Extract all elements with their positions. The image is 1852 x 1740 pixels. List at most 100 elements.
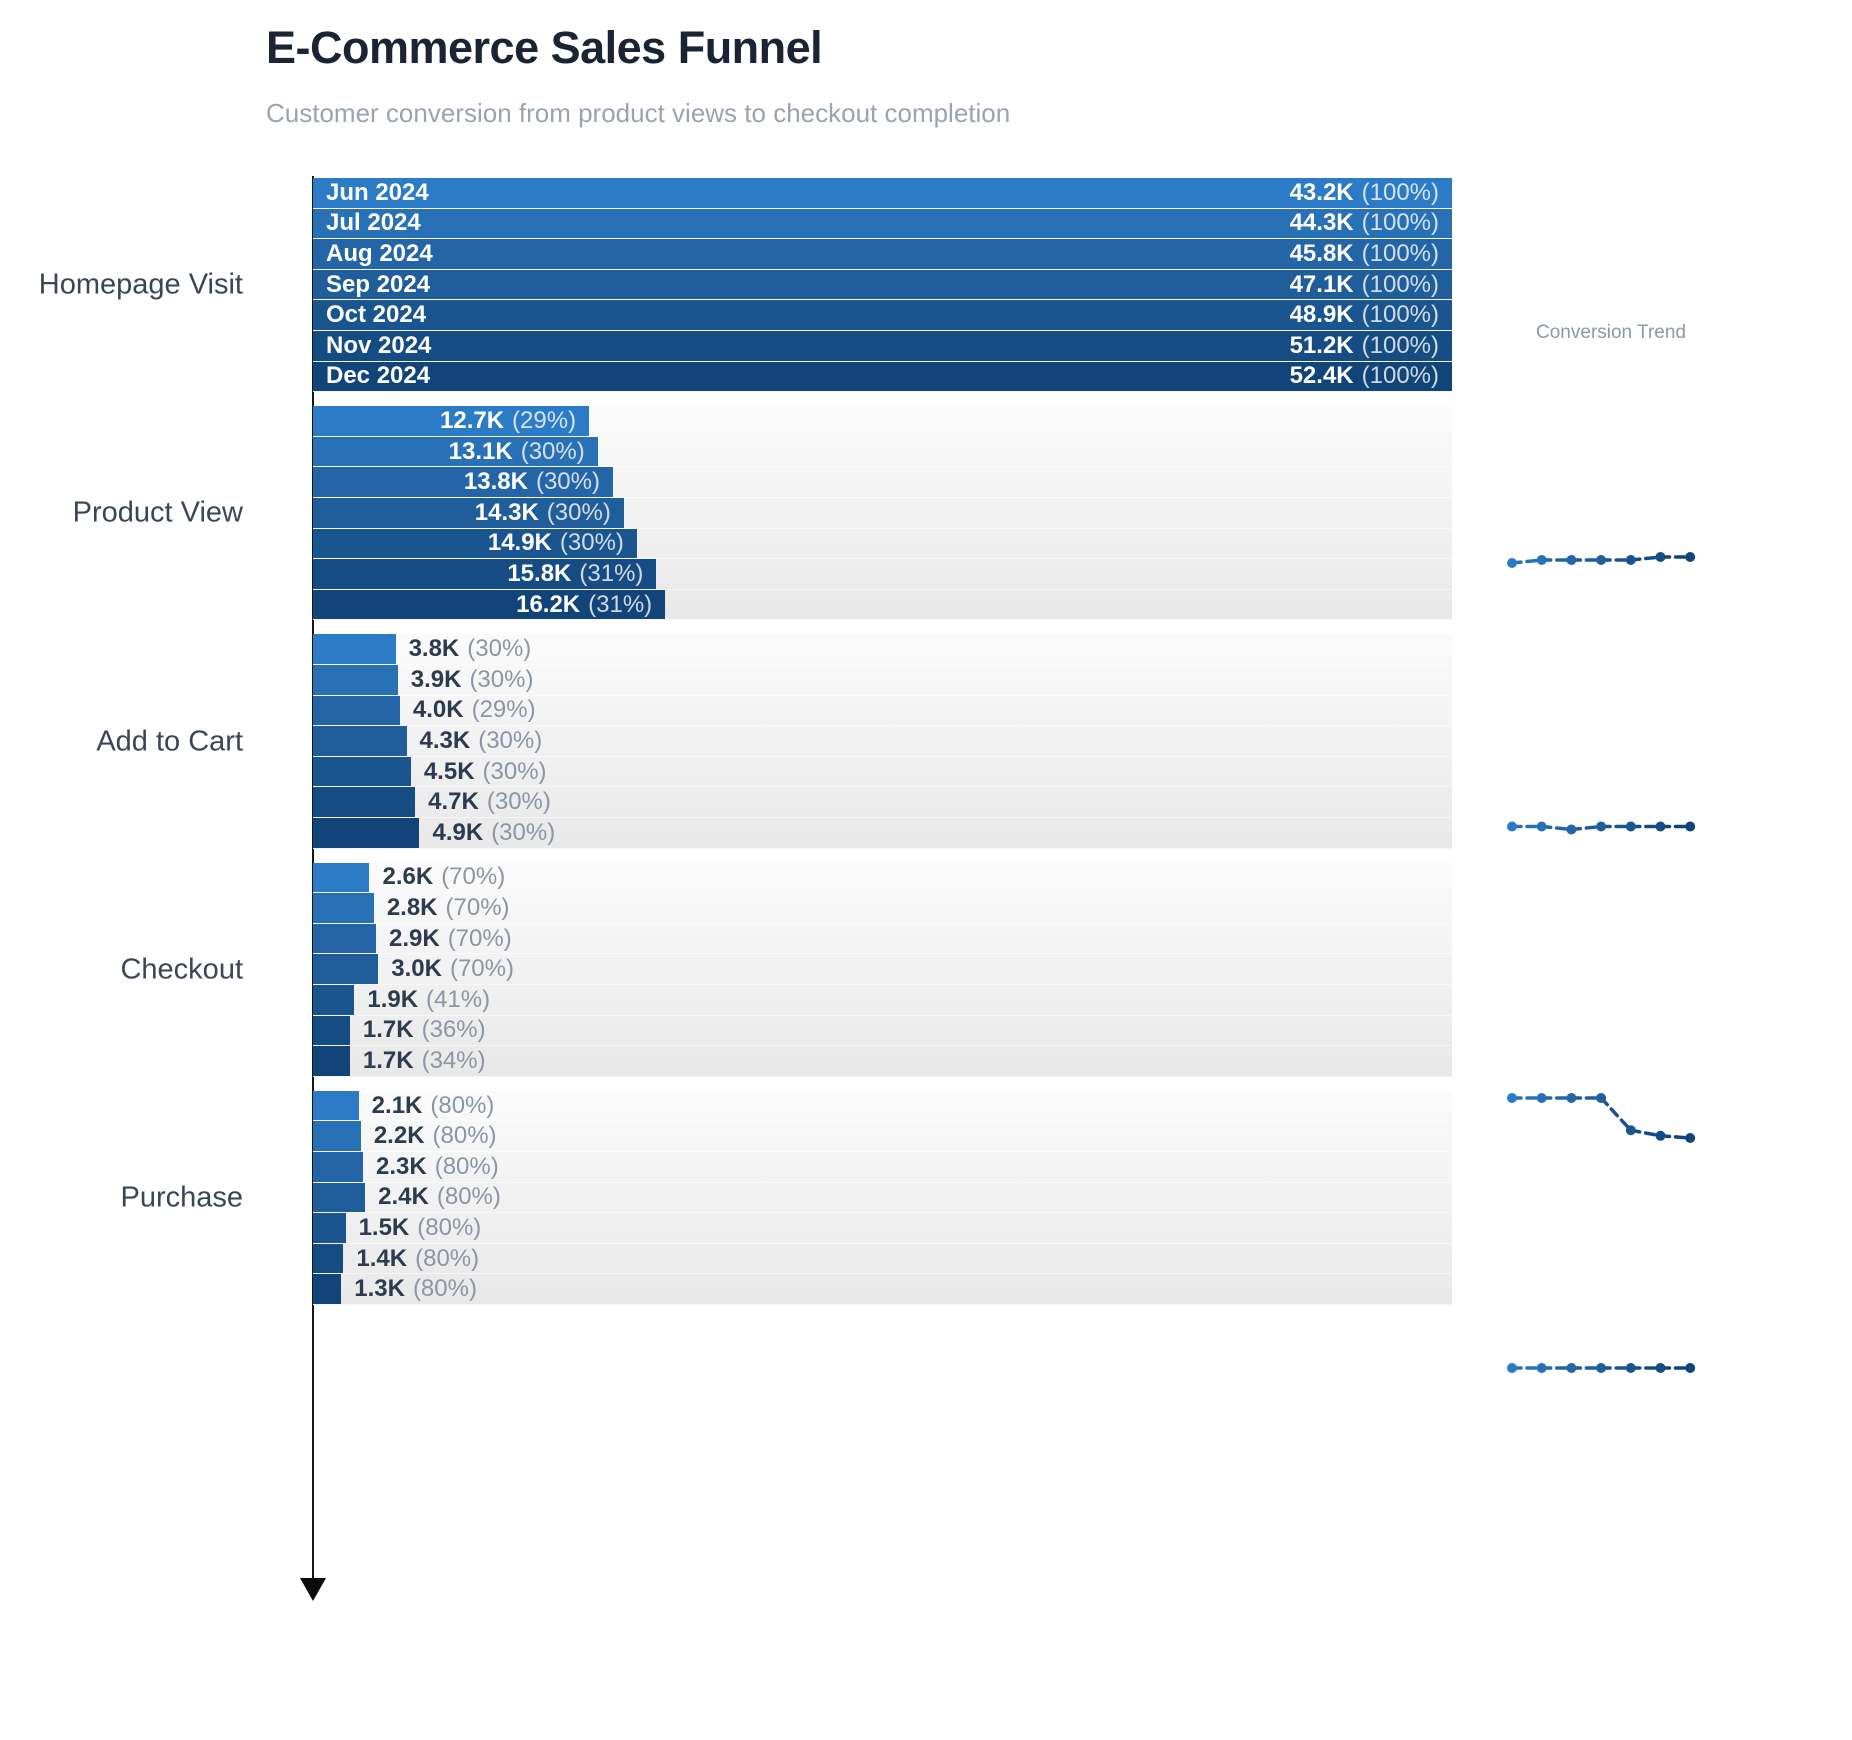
bar-value-label: 4.3K	[419, 726, 471, 754]
sparkline-dot	[1685, 1363, 1696, 1373]
sparkline-dot	[1625, 1363, 1636, 1373]
bar-value-group: 2.3K (80%)	[376, 1152, 499, 1182]
bar-value-label: 48.9K	[1289, 301, 1354, 329]
sparkline-dot	[1507, 821, 1517, 832]
bar-value-group: 48.9K (100%)	[1290, 301, 1439, 329]
bar-value-label: 3.0K	[391, 955, 442, 983]
bar-pct-label: (41%)	[426, 985, 491, 1013]
funnel-bar	[313, 726, 407, 756]
bar-month-label: Nov 2024	[326, 331, 432, 359]
sparkline-dot	[1507, 558, 1517, 568]
bar-value-group: 52.4K (100%)	[1290, 362, 1439, 390]
sparkline-dot	[1655, 821, 1666, 832]
bar-month-label: Jun 2024	[326, 178, 429, 206]
bar-pct-label: (30%)	[469, 665, 534, 693]
sparkline-dot	[1536, 1363, 1547, 1373]
sparkline-dot	[1566, 555, 1577, 565]
funnel-bar-row: Jun 2024 43.2K (100%)	[313, 178, 1452, 209]
funnel-bar-row: 1.4K (80%)	[313, 1243, 1452, 1275]
bar-pct-label: (100%)	[1361, 239, 1439, 267]
funnel-bar: 15.8K (31%)	[313, 559, 657, 589]
funnel-bar-row: 4.0K (29%)	[313, 695, 1452, 727]
funnel-bar-row: 3.9K (30%)	[313, 664, 1452, 696]
bar-pct-label: (30%)	[482, 757, 547, 785]
bar-value-label: 1.3K	[354, 1275, 405, 1303]
bar-value-group: 15.8K (31%)	[507, 560, 643, 588]
funnel-bar: Jun 2024 43.2K (100%)	[313, 178, 1452, 208]
bar-value-label: 4.5K	[423, 757, 475, 785]
bar-value-group: 4.9K (30%)	[432, 818, 555, 848]
bar-value-label: 14.3K	[474, 498, 539, 526]
bar-pct-label: (31%)	[579, 559, 644, 587]
funnel-bar: Aug 2024 45.8K (100%)	[313, 239, 1452, 269]
bar-month-label: Aug 2024	[326, 239, 433, 267]
bar-value-group: 4.5K (30%)	[424, 757, 547, 787]
bar-pct-label: (80%)	[436, 1183, 501, 1211]
bar-pct-label: (80%)	[432, 1122, 497, 1150]
bar-value-label: 45.8K	[1289, 239, 1354, 267]
funnel-bar-row: 1.7K (34%)	[313, 1046, 1452, 1077]
funnel-bar	[313, 1151, 363, 1182]
bar-pct-label: (80%)	[417, 1213, 482, 1241]
sparkline-segment	[1599, 1096, 1633, 1132]
conversion-sparkline-add-to-cart	[1507, 821, 1696, 835]
sparkline-dot	[1655, 1363, 1666, 1373]
conversion-sparkline-product-view	[1507, 552, 1696, 568]
bar-value-group: 4.3K (30%)	[420, 726, 543, 756]
bar-value-label: 1.5K	[358, 1213, 410, 1241]
bar-pct-label: (80%)	[434, 1152, 499, 1180]
funnel-bar-row: 3.0K (70%)	[313, 954, 1452, 985]
conversion-sparkline-checkout	[1507, 1093, 1696, 1143]
bar-value-group: 1.3K (80%)	[354, 1274, 477, 1304]
bar-value-group: 14.3K (30%)	[475, 499, 611, 527]
funnel-bar-row: 14.3K (30%)	[313, 497, 1452, 529]
chart-title: E-Commerce Sales Funnel	[266, 22, 823, 73]
bar-value-group: 2.8K (70%)	[387, 893, 510, 923]
bar-pct-label: (31%)	[588, 590, 653, 618]
funnel-bar-row: 16.2K (31%)	[313, 589, 1452, 621]
sparkline-dot	[1655, 1130, 1666, 1141]
bar-pct-label: (30%)	[478, 726, 543, 754]
bar-pct-label: (100%)	[1361, 178, 1439, 206]
bar-value-group: 2.4K (80%)	[378, 1183, 501, 1213]
bar-value-group: 1.9K (41%)	[367, 985, 490, 1015]
funnel-bar	[313, 954, 379, 984]
bar-value-group: 16.2K (31%)	[516, 591, 652, 619]
funnel-bar-row: 4.3K (30%)	[313, 726, 1452, 757]
bar-value-group: 12.7K (29%)	[440, 407, 576, 435]
bar-value-label: 3.9K	[410, 665, 462, 693]
sparkline-dot	[1566, 824, 1577, 835]
funnel-bar	[313, 1213, 346, 1243]
bar-value-label: 1.4K	[356, 1244, 408, 1272]
bar-value-label: 4.0K	[412, 696, 464, 724]
funnel-bar-row: 1.5K (80%)	[313, 1213, 1452, 1244]
funnel-bar: Oct 2024 48.9K (100%)	[313, 300, 1452, 330]
funnel-bar	[313, 664, 398, 695]
funnel-bar-row: Nov 2024 51.2K (100%)	[313, 330, 1452, 362]
funnel-bar-row: 1.3K (80%)	[313, 1274, 1452, 1305]
stage-label-checkout: Checkout	[120, 953, 243, 986]
bar-value-label: 44.3K	[1289, 209, 1354, 237]
funnel-stage-block-checkout: 2.6K (70%) 2.8K (70%) 2.9K (70%) 3.0K (70%) 1.9K…	[313, 862, 1452, 1077]
funnel-stage-block-product-view: 12.7K (29%) 13.1K (30%) 13.8K (30%) 14.3K (30%)…	[313, 406, 1452, 621]
bar-pct-label: (100%)	[1361, 301, 1439, 329]
sparkline-dot	[1507, 1093, 1517, 1103]
funnel-bar-row: 2.6K (70%)	[313, 862, 1452, 894]
bar-value-label: 1.7K	[362, 1046, 414, 1074]
stage-label-purchase: Purchase	[120, 1181, 243, 1214]
bar-value-group: 3.9K (30%)	[411, 665, 534, 695]
funnel-bar: Dec 2024 52.4K (100%)	[313, 361, 1452, 392]
bar-value-label: 2.8K	[386, 893, 438, 921]
bar-value-group: 2.2K (80%)	[374, 1121, 497, 1151]
funnel-bar-row: 2.3K (80%)	[313, 1151, 1452, 1183]
bar-pct-label: (30%)	[559, 529, 624, 557]
bar-value-group: 2.9K (70%)	[389, 924, 512, 954]
bar-value-label: 2.4K	[378, 1183, 429, 1211]
bar-pct-label: (36%)	[421, 1016, 486, 1044]
bar-value-group: 1.5K (80%)	[359, 1213, 482, 1243]
funnel-bar	[313, 1015, 350, 1046]
bar-pct-label: (100%)	[1361, 331, 1439, 359]
bar-value-label: 15.8K	[507, 559, 572, 587]
bar-pct-label: (100%)	[1361, 209, 1439, 237]
funnel-bar-row: 2.2K (80%)	[313, 1121, 1452, 1152]
